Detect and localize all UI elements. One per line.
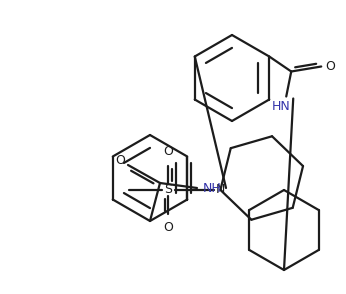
Text: O: O <box>163 221 173 234</box>
Text: N: N <box>216 183 225 196</box>
Text: O: O <box>163 146 173 158</box>
Text: S: S <box>164 183 172 196</box>
Text: O: O <box>115 153 125 166</box>
Text: O: O <box>325 60 335 73</box>
Text: HN: HN <box>272 100 291 113</box>
Text: NH: NH <box>203 181 221 195</box>
